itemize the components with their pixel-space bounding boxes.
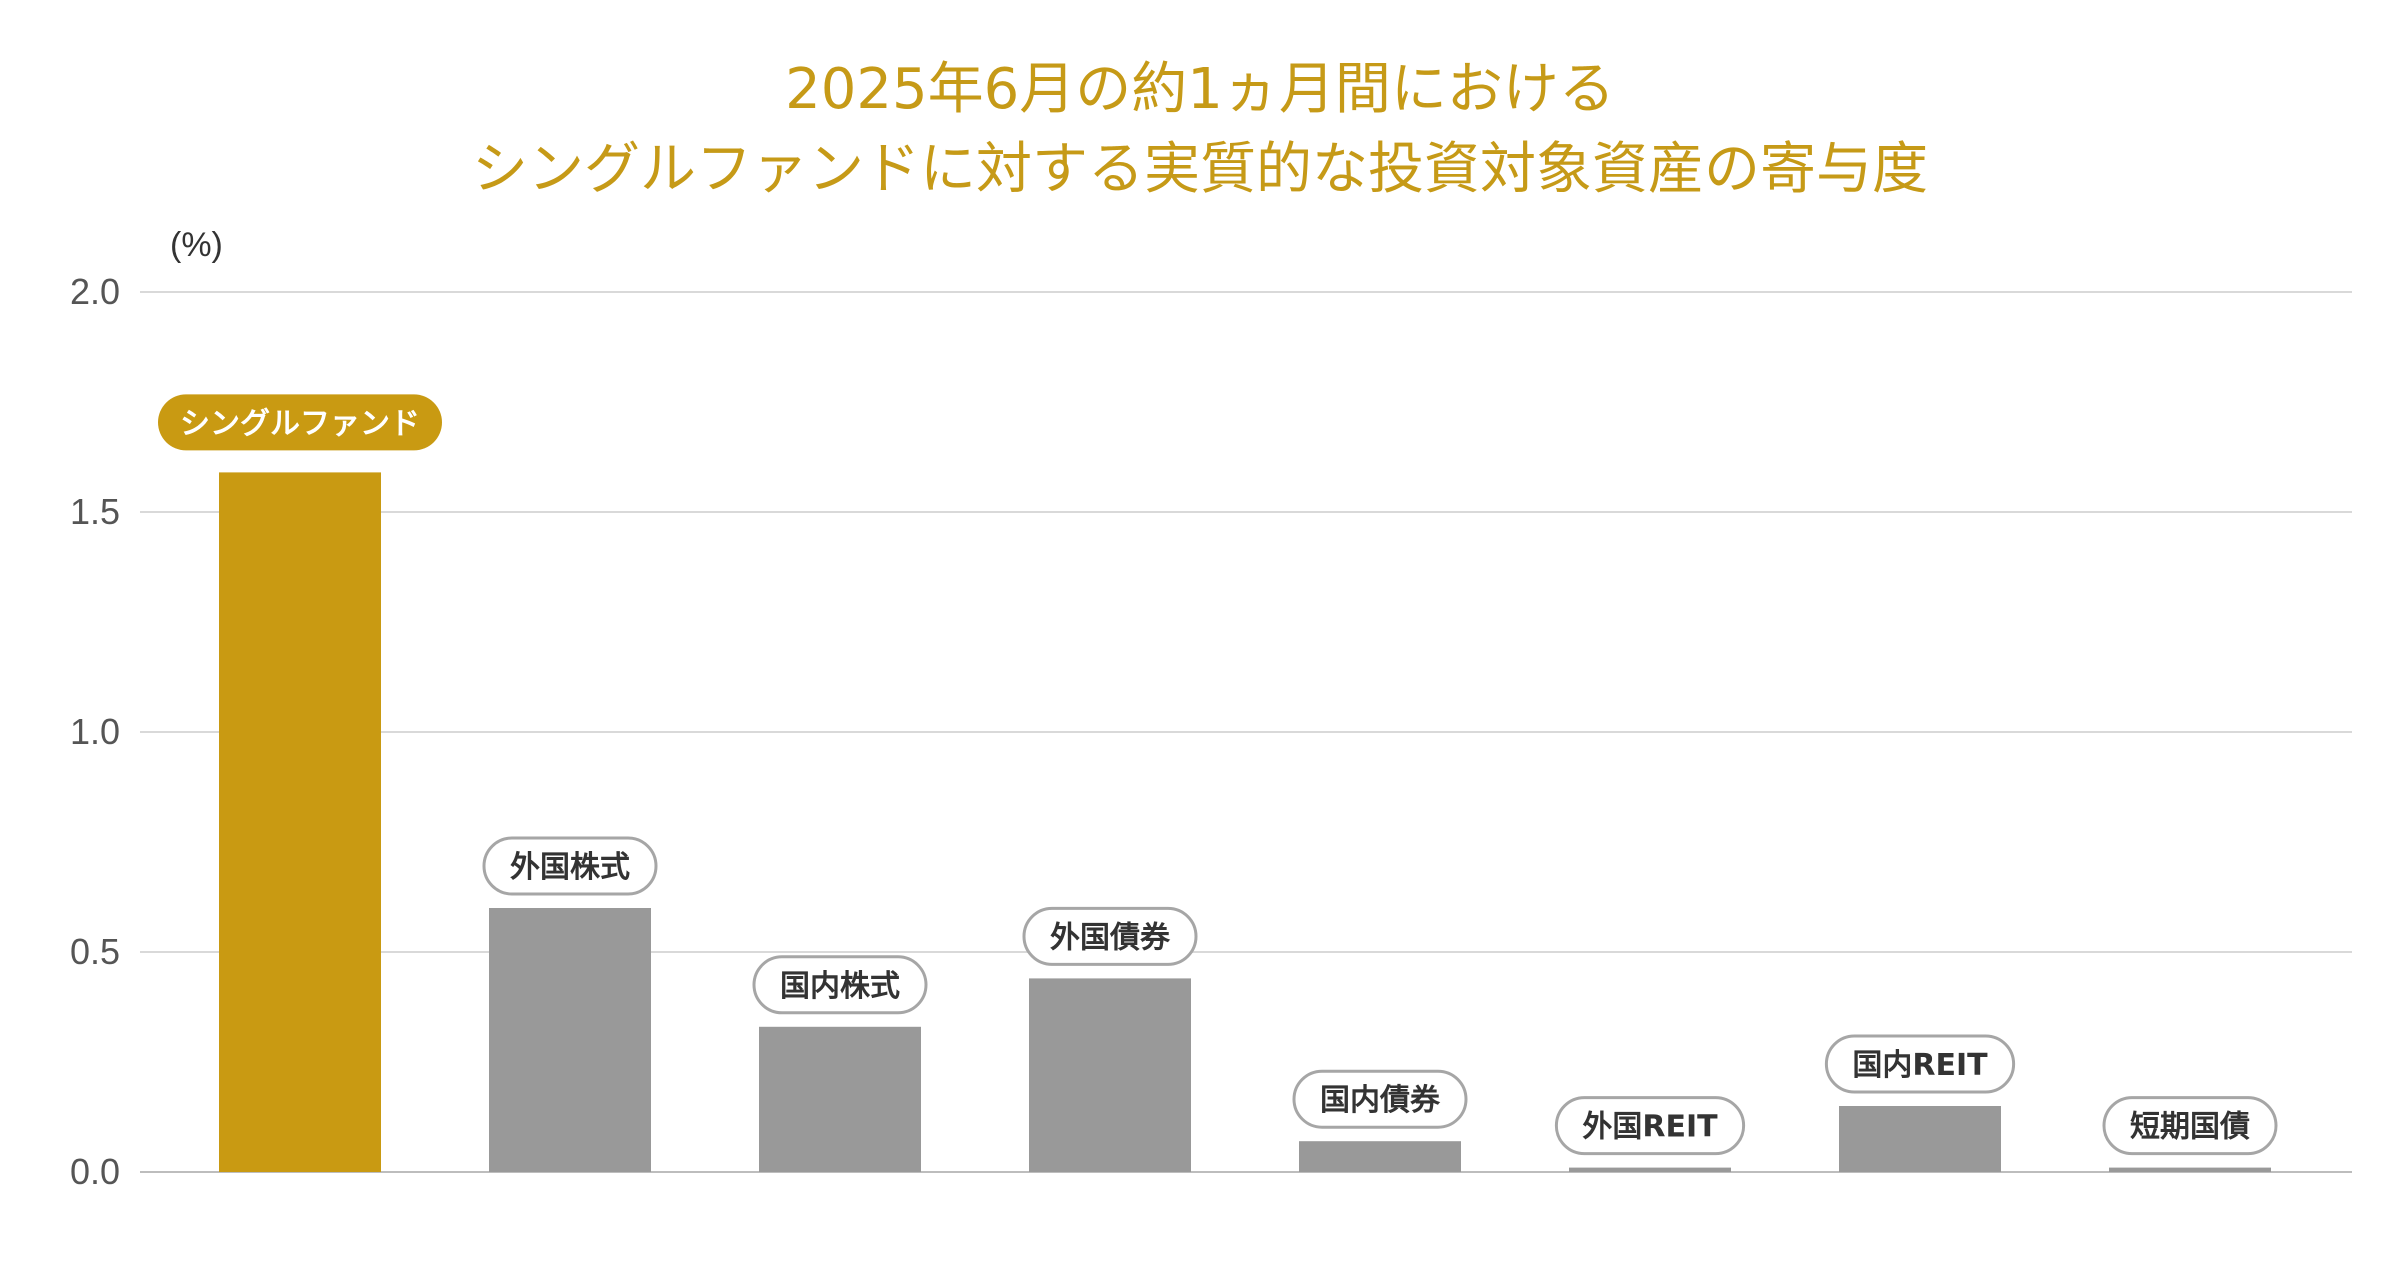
category-label-pill-4 — [1292, 1069, 1468, 1129]
category-label-5: 外国REIT — [1582, 1110, 1718, 1145]
category-label-pill-3 — [1022, 906, 1198, 966]
chart-title-line-1: 2025年6月の約1ヵ月間における — [785, 57, 1615, 122]
category-label-7: 短期国債 — [2130, 1110, 2250, 1145]
category-label-0: シングルファンド — [180, 406, 420, 441]
bar-0 — [219, 472, 381, 1172]
gridlines — [140, 291, 2352, 1173]
chart-title: 2025年6月の約1ヵ月間における シングルファンドに対する実質的な投資対象資産… — [472, 57, 1928, 202]
y-tick-label: 0.0 — [70, 1151, 120, 1192]
category-label-2: 国内株式 — [780, 969, 900, 1004]
bar-6 — [1839, 1106, 2001, 1172]
y-axis-ticks: 0.0 0.5 1.0 1.5 2.0 — [70, 271, 120, 1192]
category-label-1: 外国株式 — [510, 850, 630, 885]
bar-3 — [1029, 978, 1191, 1172]
category-label-6: 国内REIT — [1852, 1048, 1988, 1083]
category-label-pill-1 — [482, 836, 658, 896]
category-label-4: 国内債券 — [1320, 1083, 1441, 1118]
bar-7 — [2109, 1167, 2271, 1172]
category-label-pill-6 — [1824, 1034, 2016, 1094]
y-axis-unit-label: (%) — [170, 226, 223, 264]
bar-2 — [759, 1026, 921, 1172]
y-tick-label: 0.5 — [70, 931, 120, 972]
category-label-pill-2 — [752, 955, 928, 1015]
bar-4 — [1299, 1141, 1461, 1172]
chart-title-line-2: シングルファンドに対する実質的な投資対象資産の寄与度 — [472, 137, 1928, 202]
y-tick-label: 2.0 — [70, 271, 120, 312]
category-label-3: 外国債券 — [1050, 920, 1171, 955]
category-label-pill-7 — [2102, 1096, 2278, 1156]
y-tick-label: 1.5 — [70, 491, 120, 532]
bar-1 — [489, 908, 651, 1172]
category-label-pill-0 — [158, 394, 442, 451]
y-tick-label: 1.0 — [70, 711, 120, 752]
bars — [219, 472, 2271, 1172]
category-label-pill-5 — [1554, 1096, 1746, 1156]
bar-5 — [1569, 1167, 1731, 1172]
